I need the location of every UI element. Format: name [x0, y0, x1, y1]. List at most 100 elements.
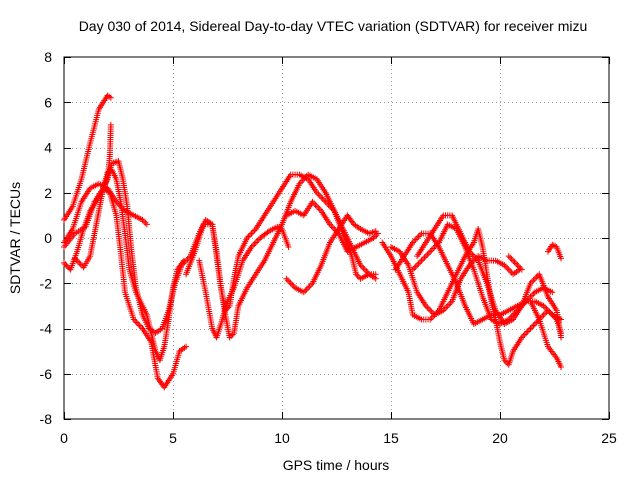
- y-tick-label: -6: [40, 366, 53, 382]
- data-point: [446, 301, 453, 308]
- data-point: [530, 277, 537, 284]
- data-point: [424, 251, 431, 258]
- data-point: [419, 256, 426, 263]
- data-point: [306, 283, 313, 290]
- series-arc4: [61, 185, 190, 391]
- data-point: [248, 230, 255, 237]
- y-tick-label: 6: [44, 94, 52, 110]
- data-point: [318, 194, 325, 201]
- data-point: [77, 261, 84, 268]
- x-tick-label: 25: [601, 430, 617, 446]
- data-point: [136, 322, 143, 329]
- series-arc16: [505, 253, 525, 273]
- data-point: [524, 328, 531, 335]
- series-arc13: [392, 230, 565, 327]
- data-point: [549, 289, 556, 296]
- data-point: [62, 261, 69, 268]
- data-point: [142, 219, 149, 226]
- data-point: [508, 256, 515, 263]
- data-point: [361, 266, 368, 273]
- data-point: [540, 311, 547, 318]
- series-arc7: [183, 171, 379, 341]
- data-point: [412, 236, 419, 243]
- data-point: [528, 323, 535, 330]
- data-point: [63, 262, 70, 269]
- data-point: [530, 322, 537, 329]
- y-tick-label: -4: [40, 321, 53, 337]
- data-point: [421, 254, 428, 261]
- y-axis-ticks: -8 -6 -4 -2 0 2 4 6 8: [40, 49, 609, 427]
- data-point: [251, 241, 258, 248]
- data-point: [315, 204, 322, 211]
- y-tick-label: -2: [40, 275, 53, 291]
- y-axis-label: SDTVAR / TECUs: [7, 182, 23, 294]
- data-point: [143, 221, 150, 228]
- data-point: [515, 263, 522, 270]
- data-point: [527, 325, 534, 332]
- data-point: [363, 268, 370, 275]
- y-tick-label: 2: [44, 185, 52, 201]
- data-point: [505, 266, 512, 273]
- data-point: [539, 313, 546, 320]
- series-arc5: [71, 167, 187, 364]
- data-point: [510, 257, 517, 264]
- data-point: [412, 263, 419, 270]
- x-tick-label: 15: [383, 430, 399, 446]
- x-axis-ticks: 0 5 10 15 20 25: [60, 57, 617, 446]
- data-point: [284, 277, 291, 284]
- data-point: [533, 274, 540, 281]
- data-point: [313, 203, 320, 210]
- data-point: [316, 192, 323, 199]
- data-point: [135, 320, 142, 327]
- data-point: [414, 235, 421, 241]
- data-point: [472, 254, 479, 261]
- data-point: [107, 94, 114, 101]
- x-tick-label: 0: [60, 430, 68, 446]
- data-point: [428, 247, 435, 254]
- series-arc17: [544, 241, 565, 262]
- x-tick-label: 5: [169, 430, 177, 446]
- grid: [64, 57, 609, 419]
- data-point: [414, 262, 421, 269]
- data-point: [542, 310, 549, 317]
- series-arc8: [196, 223, 292, 341]
- data-point: [329, 224, 336, 231]
- data-point: [372, 271, 379, 278]
- series-arc9: [283, 198, 381, 255]
- series-arc3: [61, 121, 114, 273]
- data-point: [504, 265, 511, 272]
- data-point: [528, 292, 535, 299]
- series-arc15: [409, 221, 556, 327]
- data-point: [430, 245, 437, 252]
- data-point: [305, 284, 312, 291]
- series-arc1: [61, 92, 114, 223]
- data-point: [107, 121, 114, 128]
- data-point: [249, 228, 256, 235]
- data-point: [247, 231, 254, 238]
- data-point: [546, 308, 553, 315]
- data-point: [558, 363, 565, 370]
- data-point: [360, 265, 367, 272]
- data-point: [544, 307, 551, 314]
- y-tick-label: 8: [44, 49, 52, 65]
- series-arc18: [527, 298, 565, 370]
- data-point: [505, 253, 512, 260]
- data-point: [425, 305, 432, 312]
- data-point: [64, 263, 71, 270]
- chart-title: Day 030 of 2014, Sidereal Day-to-day VTE…: [79, 18, 588, 34]
- data-point: [71, 255, 78, 262]
- data-point: [183, 343, 190, 350]
- x-tick-label: 10: [274, 430, 290, 446]
- data-point: [264, 229, 271, 236]
- data-point: [415, 260, 422, 267]
- data-point: [558, 316, 565, 323]
- data-point: [521, 331, 528, 338]
- data-point: [283, 275, 290, 282]
- data-point: [518, 266, 525, 273]
- data-point: [254, 238, 261, 245]
- y-tick-label: -8: [40, 411, 53, 427]
- x-axis-label: GPS time / hours: [283, 457, 390, 473]
- data-point: [526, 327, 533, 334]
- data-point: [133, 319, 140, 326]
